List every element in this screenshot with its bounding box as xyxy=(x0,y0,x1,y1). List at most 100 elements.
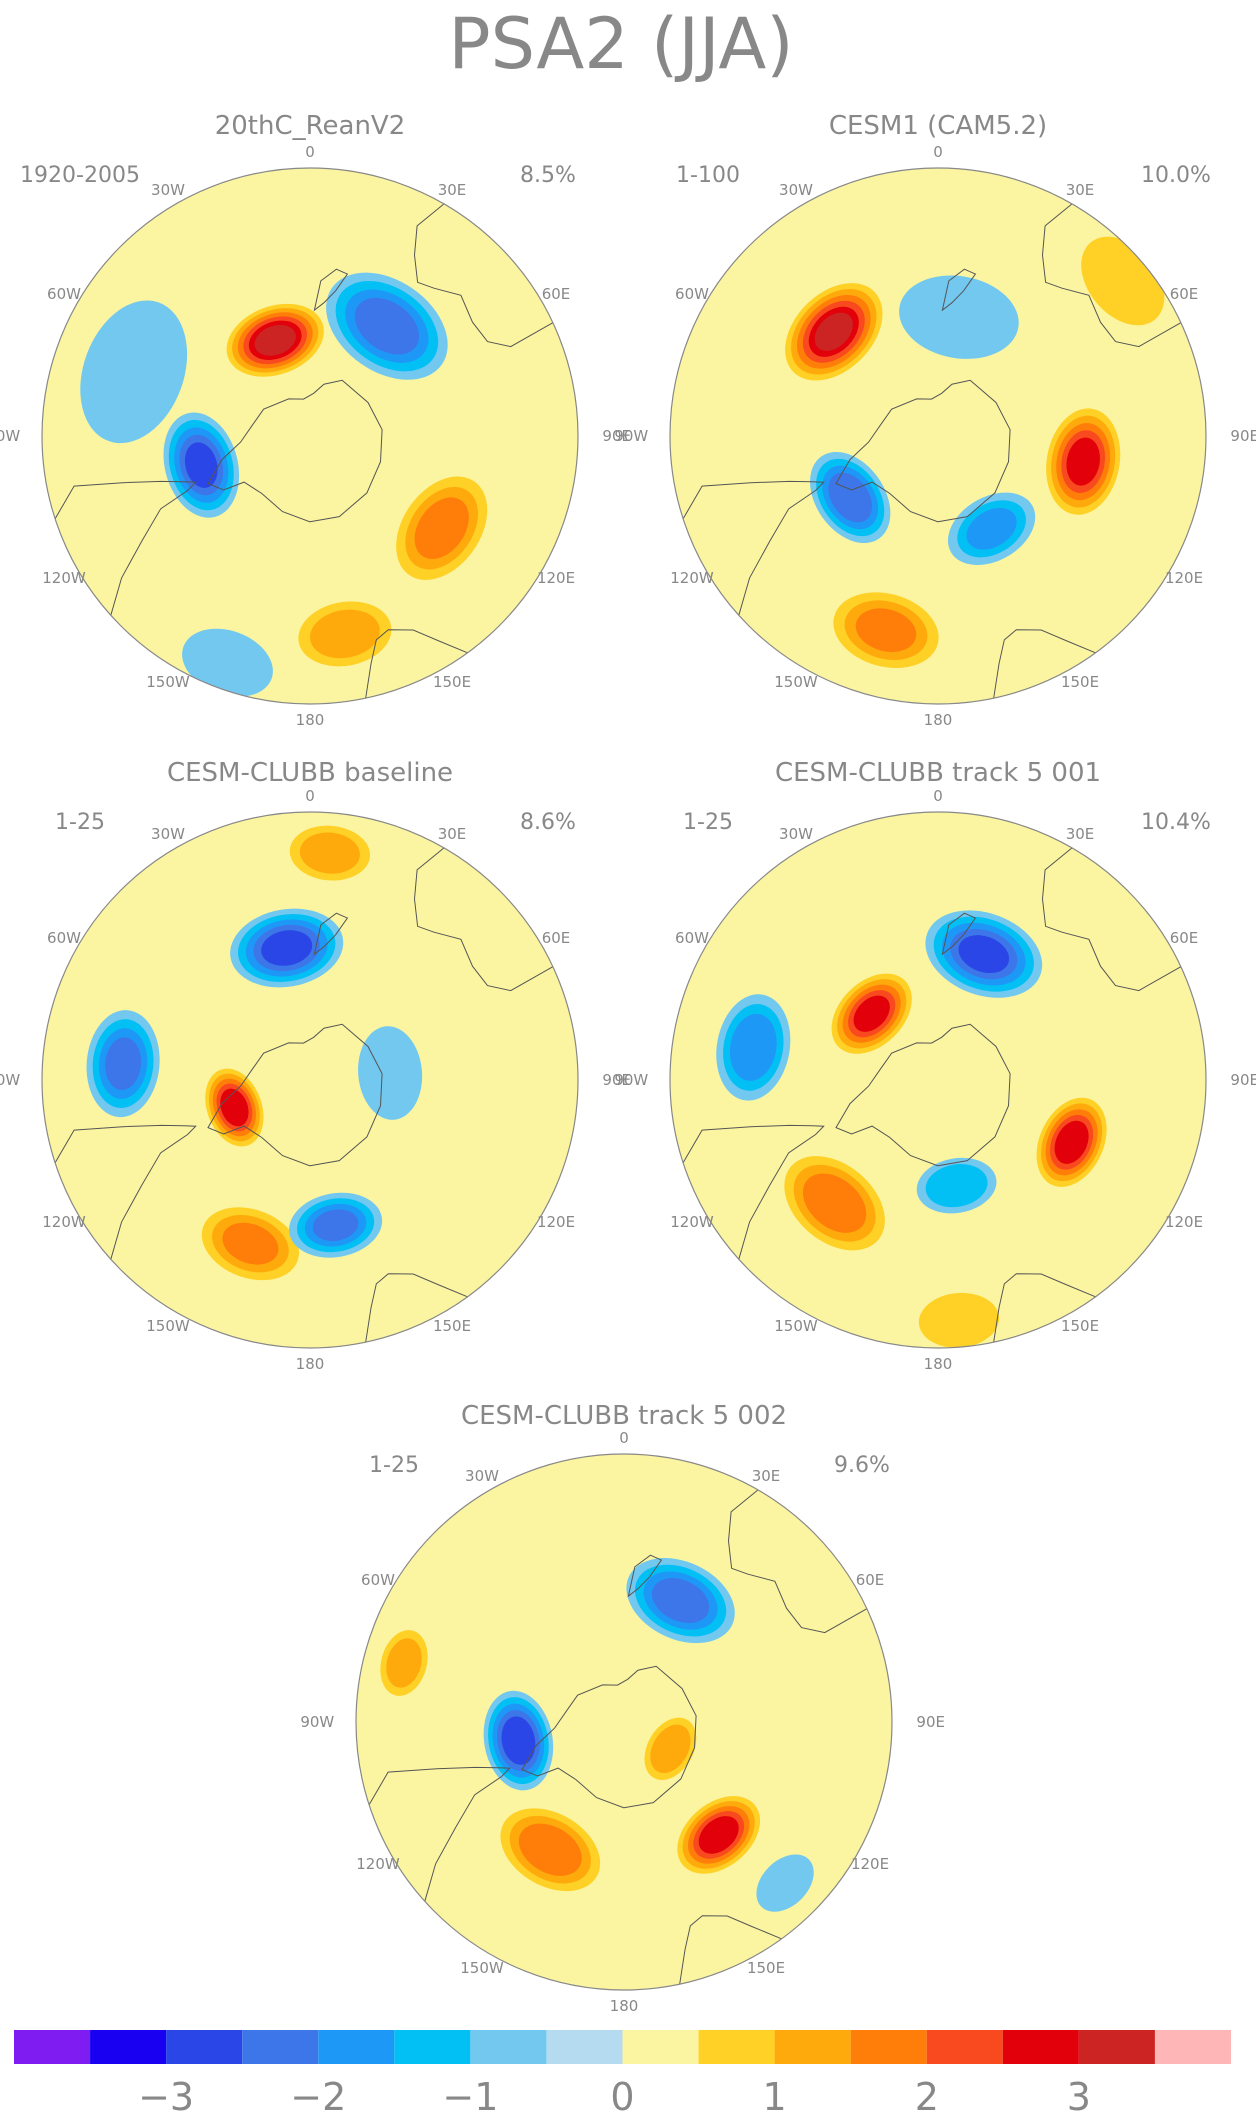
panel-period: 1-25 xyxy=(683,810,733,835)
contour-level xyxy=(966,507,1017,550)
contour-level xyxy=(254,324,296,356)
contour-level xyxy=(309,609,380,659)
new-zealand-coastline xyxy=(941,912,977,956)
longitude-label: 90E xyxy=(1230,1071,1256,1089)
longitude-label: 120E xyxy=(537,1213,575,1231)
longitude-label: 60E xyxy=(1170,285,1199,303)
south-america-coastline xyxy=(54,1124,197,1260)
antarctica-coastline xyxy=(835,379,1011,523)
longitude-label: 150W xyxy=(460,1959,504,1977)
colorbar-swatch xyxy=(394,2030,471,2064)
longitude-label: 0 xyxy=(619,1429,629,1447)
contour-level xyxy=(184,442,218,488)
panel-title: CESM1 (CAM5.2) xyxy=(829,111,1047,141)
south-america-coastline xyxy=(368,1766,511,1902)
longitude-label: 30E xyxy=(1066,181,1095,199)
longitude-label: 30E xyxy=(752,1467,781,1485)
africa-coastline xyxy=(993,629,1096,699)
longitude-label: 150W xyxy=(146,1317,190,1335)
colorbar-swatch xyxy=(622,2030,699,2064)
longitude-label: 120E xyxy=(537,569,575,587)
figure-title: PSA2 (JJA) xyxy=(448,3,793,85)
map-panel-1: 0 30E 60E 90E 120E 150E 180 150W 120W 90W 60W 30W 20… xyxy=(0,111,631,729)
contour-level xyxy=(354,297,419,355)
longitude-label: 150E xyxy=(433,673,471,691)
background-shade xyxy=(356,1454,892,1990)
australia-coastline xyxy=(413,847,554,992)
contour-level xyxy=(105,1037,142,1090)
longitude-label: 30W xyxy=(779,181,813,199)
longitude-label: 90W xyxy=(614,427,648,445)
new-zealand-coastline xyxy=(313,268,349,312)
map-boundary xyxy=(669,811,1207,1349)
colorbar-tick-label: 3 xyxy=(1067,2075,1091,2118)
longitude-label: 150W xyxy=(774,1317,818,1335)
panel-title: CESM-CLUBB track 5 001 xyxy=(775,758,1101,788)
longitude-label: 120W xyxy=(356,1855,400,1873)
colorbar-tick-label: −1 xyxy=(442,2075,498,2118)
contour-level xyxy=(925,1164,988,1208)
longitude-label: 60E xyxy=(1170,929,1199,947)
contour-level xyxy=(650,1724,691,1773)
colorbar-swatch xyxy=(698,2030,775,2064)
new-zealand-coastline xyxy=(941,268,977,312)
colorbar-swatch xyxy=(1002,2030,1079,2064)
contour-level xyxy=(386,1638,422,1688)
longitude-label: 90E xyxy=(916,1713,945,1731)
south-america-coastline xyxy=(54,480,197,616)
contour-level xyxy=(853,995,890,1032)
south-america-coastline xyxy=(682,1124,825,1260)
contour-level xyxy=(802,1173,867,1233)
longitude-label: 30W xyxy=(779,825,813,843)
new-zealand-coastline xyxy=(627,1554,663,1598)
map-boundary xyxy=(41,811,579,1349)
longitude-label: 0 xyxy=(933,787,943,805)
australia-coastline xyxy=(1041,203,1182,348)
longitude-label: 90W xyxy=(300,1713,334,1731)
africa-coastline xyxy=(365,1273,468,1343)
australia-coastline xyxy=(727,1489,868,1634)
longitude-label: 30E xyxy=(438,825,467,843)
colorbar-swatch xyxy=(242,2030,319,2064)
map-boundary xyxy=(41,167,579,705)
contour-field xyxy=(42,168,578,704)
colorbar-tick-label: 0 xyxy=(610,2075,634,2118)
contour-level xyxy=(651,1578,710,1624)
colorbar-tick-label: 1 xyxy=(763,2075,787,2118)
africa-coastline xyxy=(679,1915,782,1985)
contour-level xyxy=(80,300,188,444)
longitude-label: 60W xyxy=(675,285,709,303)
contour-level xyxy=(501,1716,536,1765)
longitude-label: 120E xyxy=(1165,569,1203,587)
panel-title: CESM-CLUBB track 5 002 xyxy=(461,1401,787,1431)
colorbar-swatch xyxy=(90,2030,167,2064)
longitude-label: 30W xyxy=(151,181,185,199)
panel-variance: 8.5% xyxy=(520,163,576,188)
longitude-label: 180 xyxy=(924,1355,953,1373)
colorbar-swatch xyxy=(926,2030,1003,2064)
colorbar-tick-label: −2 xyxy=(290,2075,346,2118)
longitude-label: 120W xyxy=(42,1213,86,1231)
longitude-label: 120W xyxy=(670,569,714,587)
colorbar-swatch xyxy=(1154,2030,1231,2064)
longitude-label: 150W xyxy=(146,673,190,691)
contour-field xyxy=(670,168,1206,704)
colorbar-swatch xyxy=(14,2030,91,2064)
contour-level xyxy=(729,1013,777,1081)
longitude-label: 60W xyxy=(675,929,709,947)
contour-level xyxy=(756,1854,814,1912)
longitude-label: 180 xyxy=(924,711,953,729)
map-boundary xyxy=(669,167,1207,705)
longitude-label: 0 xyxy=(305,143,315,161)
contour-level xyxy=(1054,1120,1089,1164)
longitude-label: 60W xyxy=(47,929,81,947)
map-panel-4: 0 30E 60E 90E 120E 150E 180 150W 120W 90W 60W 30W CE… xyxy=(614,758,1256,1373)
colorbar: −3 −2 −1 0 1 2 3 xyxy=(14,2030,1231,2118)
longitude-label: 30W xyxy=(151,825,185,843)
contour-level xyxy=(698,1816,739,1854)
contour-level xyxy=(855,608,917,652)
contour-level xyxy=(899,275,1019,359)
colorbar-swatch xyxy=(850,2030,927,2064)
